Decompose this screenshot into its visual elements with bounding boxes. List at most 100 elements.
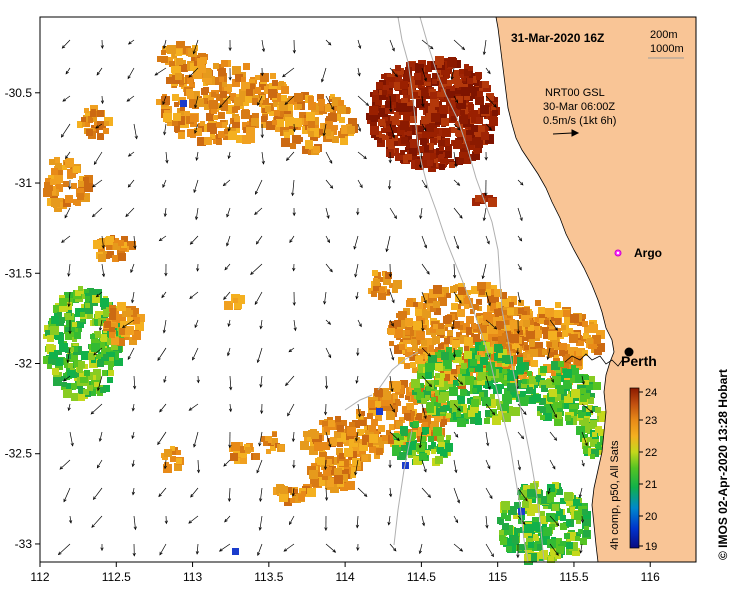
- sst-pixel: [118, 240, 124, 246]
- sst-pixel: [265, 436, 272, 443]
- sst-pixel: [382, 391, 391, 400]
- sst-pixel: [595, 407, 601, 413]
- current-arrow: [226, 235, 231, 246]
- sst-pixel: [378, 277, 383, 282]
- sst-pixel: [43, 334, 48, 339]
- current-arrowhead: [164, 520, 168, 525]
- sst-pixel: [450, 102, 455, 107]
- sst-pixel: [556, 372, 561, 377]
- current-arrow: [101, 95, 103, 104]
- sst-pixel: [104, 321, 111, 328]
- sst-pixel: [309, 470, 318, 479]
- sst-pixel: [127, 241, 136, 250]
- current-arrow: [132, 487, 135, 495]
- sst-pixel: [51, 198, 60, 207]
- current-arrowhead: [327, 321, 332, 325]
- sst-pixel: [59, 298, 67, 306]
- sst-pixel: [309, 446, 318, 455]
- sst-pixel: [98, 247, 105, 254]
- current-arrowhead: [260, 134, 264, 139]
- sst-pixel: [482, 124, 489, 131]
- sst-pixel: [294, 93, 303, 102]
- sst-pixel: [502, 523, 509, 530]
- sst-pixel: [566, 418, 573, 425]
- current-arrow: [195, 207, 199, 220]
- current-arrow: [581, 403, 594, 413]
- sst-pixel: [470, 359, 477, 366]
- current-arrow: [325, 403, 327, 415]
- current-arrow: [453, 263, 456, 278]
- sst-pixel: [362, 440, 367, 445]
- current-arrowhead: [391, 47, 395, 52]
- current-arrowhead: [522, 521, 526, 525]
- sst-pixel: [370, 119, 377, 126]
- sst-pixel: [567, 532, 576, 541]
- sst-pixel: [218, 68, 226, 76]
- current-arrowhead: [59, 466, 64, 470]
- sst-pixel: [472, 324, 477, 329]
- sst-pixel: [551, 371, 556, 376]
- x-tick-label: 112.5: [102, 570, 131, 584]
- sst-pixel: [541, 496, 549, 504]
- sst-pixel: [163, 113, 172, 122]
- sst-pixel: [398, 103, 407, 112]
- current-arrow: [325, 207, 330, 219]
- sst-pixel: [426, 113, 435, 122]
- sst-pixel: [482, 81, 489, 88]
- sst-pixel: [452, 340, 460, 348]
- sst-patches: [43, 41, 609, 565]
- sst-pixel: [92, 117, 97, 122]
- current-arrowhead: [223, 463, 227, 467]
- current-arrowhead: [487, 465, 491, 470]
- sst-pixel: [425, 363, 434, 372]
- sst-pixel: [475, 418, 482, 425]
- sst-pixel: [262, 108, 267, 113]
- current-arrowhead: [396, 437, 400, 442]
- current-arrowhead: [125, 213, 129, 218]
- sst-pixel: [442, 128, 451, 137]
- current-arrowhead: [228, 47, 232, 52]
- sst-pixel: [530, 349, 538, 357]
- sst-pixel: [204, 104, 210, 110]
- sst-pixel: [44, 182, 53, 191]
- current-arrowhead: [418, 550, 422, 555]
- sst-pixel: [418, 365, 426, 373]
- sst-pixel: [441, 419, 447, 425]
- sst-pixel: [443, 374, 450, 381]
- sst-pixel: [568, 350, 577, 359]
- sst-pixel: [556, 546, 564, 554]
- sst-pixel: [321, 464, 326, 469]
- sst-pixel: [218, 131, 225, 138]
- colorbar-tick-label: 23: [645, 415, 657, 427]
- map-title: 31-Mar-2020 16Z: [511, 31, 604, 45]
- current-arrowhead: [552, 465, 556, 470]
- sst-pixel: [446, 80, 452, 86]
- current-arrow: [549, 515, 560, 526]
- current-arrow: [228, 487, 231, 502]
- current-arrow: [389, 39, 395, 52]
- current-arrowhead: [226, 242, 230, 247]
- current-arrowhead: [547, 490, 551, 495]
- current-arrowhead: [328, 354, 332, 359]
- sst-pixel: [533, 394, 541, 402]
- sst-pixel: [434, 380, 439, 385]
- sst-pixel: [544, 320, 549, 325]
- sst-pixel: [576, 426, 585, 435]
- current-arrowhead: [423, 244, 428, 249]
- sst-pixel: [458, 347, 463, 352]
- sst-pixel: [571, 389, 580, 398]
- current-arrowhead: [387, 521, 391, 526]
- sst-pixel: [540, 511, 545, 516]
- current-arrow: [95, 123, 103, 129]
- sst-pixel: [428, 106, 435, 113]
- sst-pixel: [98, 254, 106, 262]
- sst-pixel: [523, 529, 532, 538]
- sst-pixel: [427, 406, 434, 413]
- sst-pixel: [69, 353, 78, 362]
- sst-pixel: [469, 367, 474, 372]
- current-arrow: [68, 403, 71, 411]
- sst-pixel: [97, 360, 104, 367]
- sst-pixel: [319, 106, 324, 111]
- sst-pixel: [222, 82, 227, 87]
- sst-pixel: [439, 146, 444, 151]
